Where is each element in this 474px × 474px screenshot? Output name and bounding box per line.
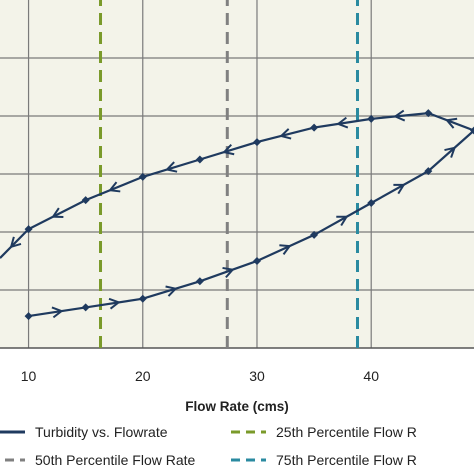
data-point-marker	[310, 123, 319, 132]
direction-arrow	[165, 161, 178, 173]
data-point-marker	[252, 257, 261, 265]
direction-arrow	[108, 181, 121, 193]
direction-arrow	[444, 146, 457, 158]
x-tick-label: 40	[363, 368, 379, 384]
data-point-marker	[24, 225, 33, 234]
x-tick-label: 10	[21, 368, 37, 384]
legend: Turbidity vs. Flowrate 25th Percentile Fl…	[0, 424, 417, 468]
turbidity-line	[0, 111, 474, 318]
direction-arrow	[9, 236, 22, 249]
direction-arrow	[336, 215, 349, 227]
data-point-marker	[470, 126, 474, 135]
data-point-marker	[310, 230, 319, 239]
data-point-marker	[252, 138, 261, 147]
x-axis-title: Flow Rate (cms)	[185, 399, 289, 414]
data-point-marker	[367, 199, 376, 207]
direction-arrow	[51, 207, 64, 219]
direction-arrow	[279, 128, 292, 140]
direction-arrow	[279, 244, 292, 255]
direction-arrow	[108, 297, 121, 310]
direction-arrow	[165, 285, 178, 297]
direction-arrow	[445, 117, 458, 129]
direction-arrow	[336, 116, 349, 129]
direction-arrow	[51, 306, 64, 319]
legend-label: 25th Percentile Flow R	[276, 424, 417, 440]
legend-label: 50th Percentile Flow Rate	[35, 452, 196, 468]
data-point-marker	[195, 155, 204, 164]
turbidity-series	[0, 109, 474, 321]
x-axis-ticks: 10 20 30 40	[21, 368, 379, 384]
data-point-marker	[195, 277, 204, 286]
data-point-marker	[424, 167, 433, 176]
legend-label: 75th Percentile Flow R	[276, 452, 417, 468]
data-point-marker	[81, 303, 90, 312]
percentile-lines	[99, 0, 359, 348]
data-point-marker	[138, 172, 147, 181]
legend-label: Turbidity vs. Flowrate	[35, 424, 168, 440]
direction-arrow	[222, 266, 235, 279]
data-point-marker	[367, 114, 376, 123]
data-point-marker	[424, 109, 433, 118]
x-tick-label: 20	[135, 368, 151, 384]
data-point-marker	[24, 312, 33, 321]
direction-arrow	[393, 109, 406, 122]
direction-arrow	[393, 183, 406, 195]
x-tick-label: 30	[249, 368, 265, 384]
direction-arrow	[222, 144, 235, 156]
data-point-marker	[138, 294, 147, 303]
data-point-marker	[81, 196, 90, 205]
